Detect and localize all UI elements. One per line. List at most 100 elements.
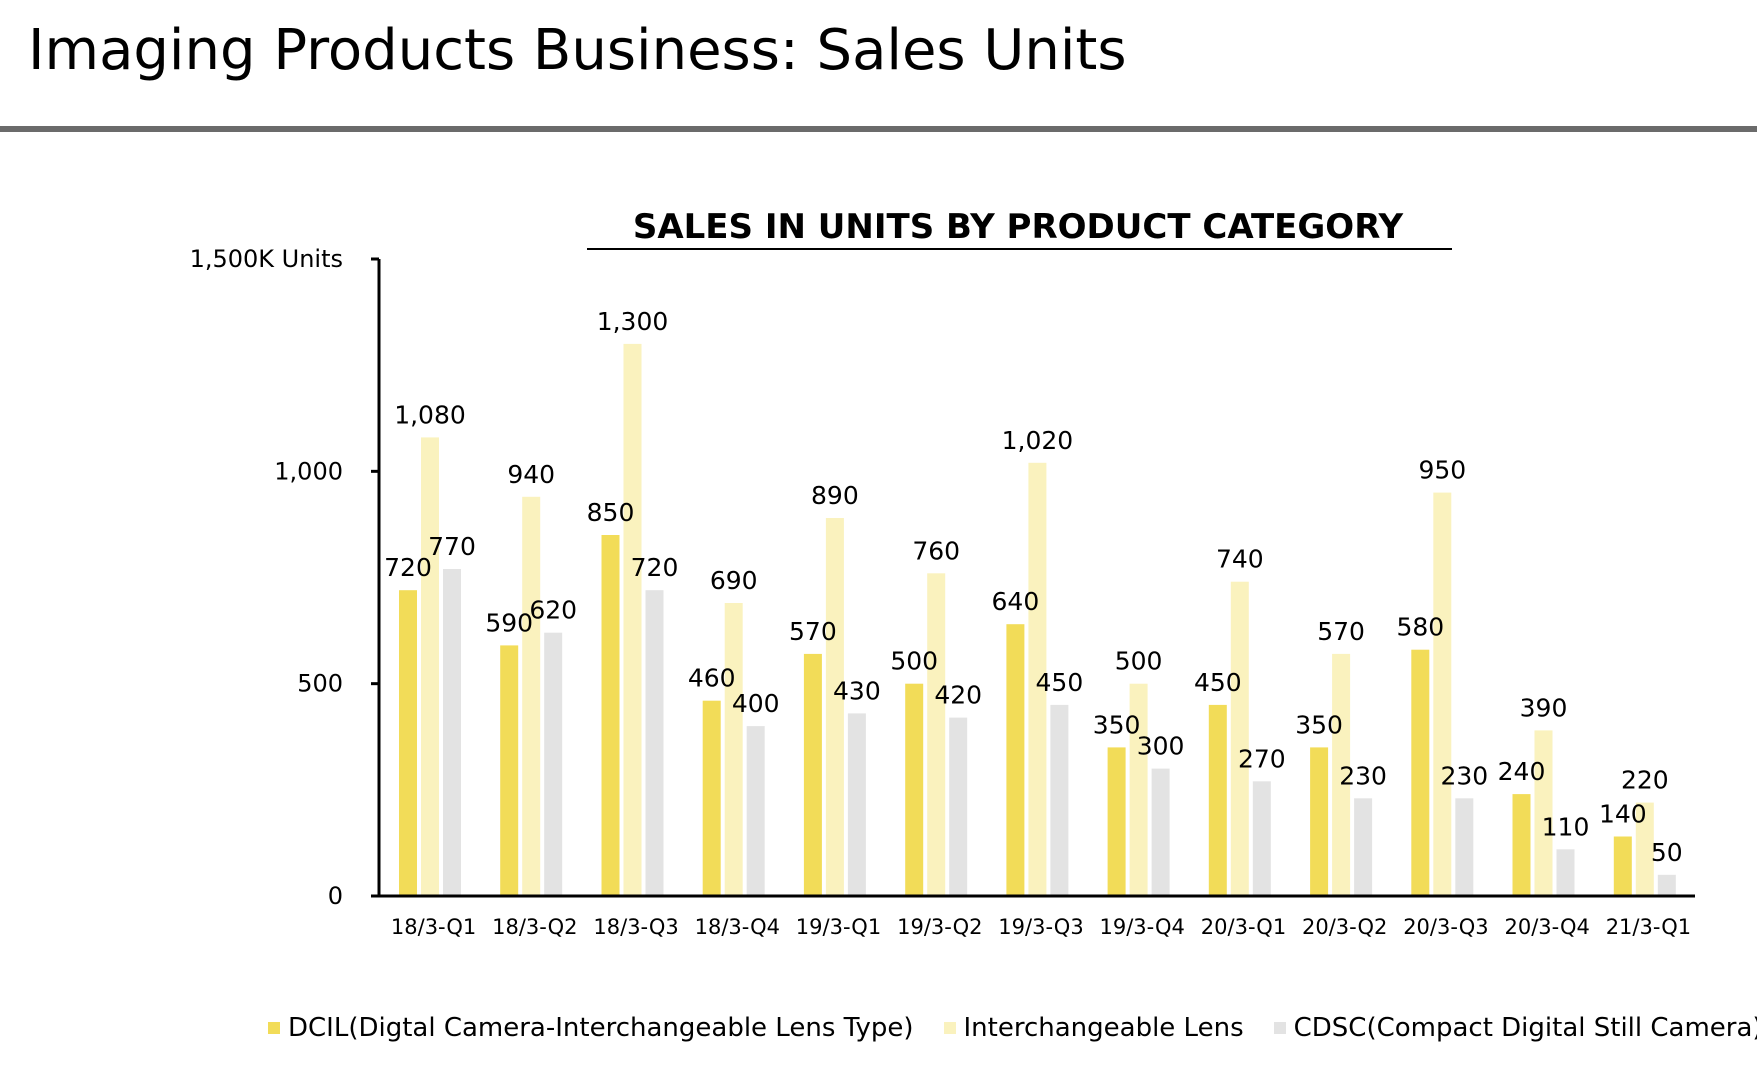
bar <box>724 603 743 896</box>
bar <box>1332 653 1351 896</box>
bar <box>421 437 439 896</box>
legend-item-cdsc: CDSC(Compact Digital Still Camera) <box>1273 1013 1757 1043</box>
bar <box>1151 768 1170 896</box>
data-label: 570 <box>1317 617 1365 646</box>
data-label: 140 <box>1599 800 1647 829</box>
chart-title: SALES IN UNITS BY PRODUCT CATEGORY <box>633 207 1404 247</box>
title-divider <box>0 126 1757 132</box>
data-label: 740 <box>1216 545 1264 574</box>
x-tick-label: 19/3-Q4 <box>1099 915 1184 939</box>
x-tick-label: 20/3-Q1 <box>1201 915 1286 939</box>
data-label: 230 <box>1440 761 1488 790</box>
bar <box>1129 683 1148 896</box>
x-tick-label: 21/3-Q1 <box>1606 915 1691 939</box>
bar-chart: SALES IN UNITS BY PRODUCT CATEGORY 0 500 1… <box>190 207 1695 939</box>
bar <box>399 590 417 896</box>
data-label: 640 <box>992 587 1040 616</box>
bar <box>1433 492 1452 896</box>
x-tick-label: 19/3-Q2 <box>897 915 982 939</box>
data-label: 500 <box>890 647 938 676</box>
bar <box>1050 704 1069 896</box>
bar <box>905 683 924 896</box>
y-tick-label: 500 <box>297 670 343 698</box>
bar <box>1534 730 1553 896</box>
x-tick-label: 19/3-Q3 <box>998 915 1083 939</box>
legend-label: Interchangeable Lens <box>963 1013 1244 1043</box>
bar <box>443 569 461 896</box>
data-label: 350 <box>1093 710 1141 739</box>
x-axis-ticks: 18/3-Q1 18/3-Q2 18/3-Q3 18/3-Q4 19/3-Q1 19/3-… <box>391 915 1691 939</box>
data-label: 760 <box>912 536 960 565</box>
bar <box>1354 798 1373 896</box>
bar <box>1657 874 1676 896</box>
x-tick-label: 18/3-Q1 <box>391 915 476 939</box>
data-label: 110 <box>1542 812 1590 841</box>
data-label: 450 <box>1036 668 1084 697</box>
bar <box>1208 704 1227 896</box>
bar <box>522 496 541 896</box>
bar <box>1556 849 1575 896</box>
bar <box>803 653 822 896</box>
data-label: 590 <box>485 608 533 637</box>
data-label: 500 <box>1115 647 1163 676</box>
data-label: 220 <box>1621 766 1669 795</box>
data-label: 580 <box>1396 613 1444 642</box>
bar <box>1411 649 1430 896</box>
bar <box>702 700 721 896</box>
bar <box>1230 581 1249 896</box>
data-label: 270 <box>1238 744 1286 773</box>
data-label: 350 <box>1295 710 1343 739</box>
bar <box>1028 462 1047 896</box>
axes <box>377 259 1695 898</box>
bar <box>645 590 664 896</box>
legend-swatch <box>268 1022 280 1034</box>
y-tick-label: 1,000 <box>274 457 343 485</box>
x-tick-label: 18/3-Q4 <box>695 915 780 939</box>
bar <box>949 717 968 896</box>
x-tick-label: 20/3-Q3 <box>1403 915 1488 939</box>
legend-swatch <box>1273 1022 1286 1034</box>
x-tick-label: 18/3-Q2 <box>492 915 577 939</box>
bar <box>1512 794 1531 896</box>
bar <box>847 713 866 896</box>
data-label: 230 <box>1339 761 1387 790</box>
data-label: 1,300 <box>597 307 669 336</box>
data-label: 690 <box>710 566 758 595</box>
bar <box>1006 624 1025 896</box>
data-label: 770 <box>428 532 476 561</box>
data-label: 240 <box>1498 757 1546 786</box>
bar <box>927 573 946 896</box>
data-label: 430 <box>833 676 881 705</box>
data-label: 850 <box>587 498 635 527</box>
legend-item-dcil: DCIL(Digtal Camera-Interchangeable Lens … <box>268 1013 914 1043</box>
y-tick-label: 1,500K Units <box>190 245 343 273</box>
bar <box>1455 798 1474 896</box>
data-label: 420 <box>934 681 982 710</box>
bar <box>1635 802 1654 896</box>
data-label: 460 <box>688 664 736 693</box>
bar <box>544 632 563 896</box>
legend-label: DCIL(Digtal Camera-Interchangeable Lens … <box>288 1013 914 1043</box>
legend-label: CDSC(Compact Digital Still Camera) <box>1293 1013 1757 1043</box>
legend-item-interchangeable-lens: Interchangeable Lens <box>943 1013 1244 1043</box>
bar <box>825 518 844 896</box>
bar <box>601 535 620 896</box>
bar-group <box>399 343 1676 896</box>
data-label: 390 <box>1520 693 1568 722</box>
x-tick-label: 19/3-Q1 <box>796 915 881 939</box>
legend: DCIL(Digtal Camera-Interchangeable Lens … <box>268 1008 1757 1048</box>
y-axis-ticks: 0 500 1,000 1,500K Units <box>190 245 379 910</box>
x-tick-label: 20/3-Q4 <box>1504 915 1589 939</box>
legend-swatch <box>943 1022 956 1034</box>
data-label: 950 <box>1418 456 1466 485</box>
data-label: 890 <box>811 481 859 510</box>
data-label: 940 <box>507 460 555 489</box>
bar <box>1107 747 1126 896</box>
data-labels: 720 1,080 770 590 940 620 850 1,300 720 460 690 400… <box>384 307 1683 867</box>
x-tick-label: 20/3-Q2 <box>1302 915 1387 939</box>
bar <box>1613 836 1632 896</box>
data-label: 300 <box>1137 732 1185 761</box>
data-label: 620 <box>529 596 577 625</box>
data-label: 50 <box>1651 838 1683 867</box>
bar <box>623 343 642 896</box>
